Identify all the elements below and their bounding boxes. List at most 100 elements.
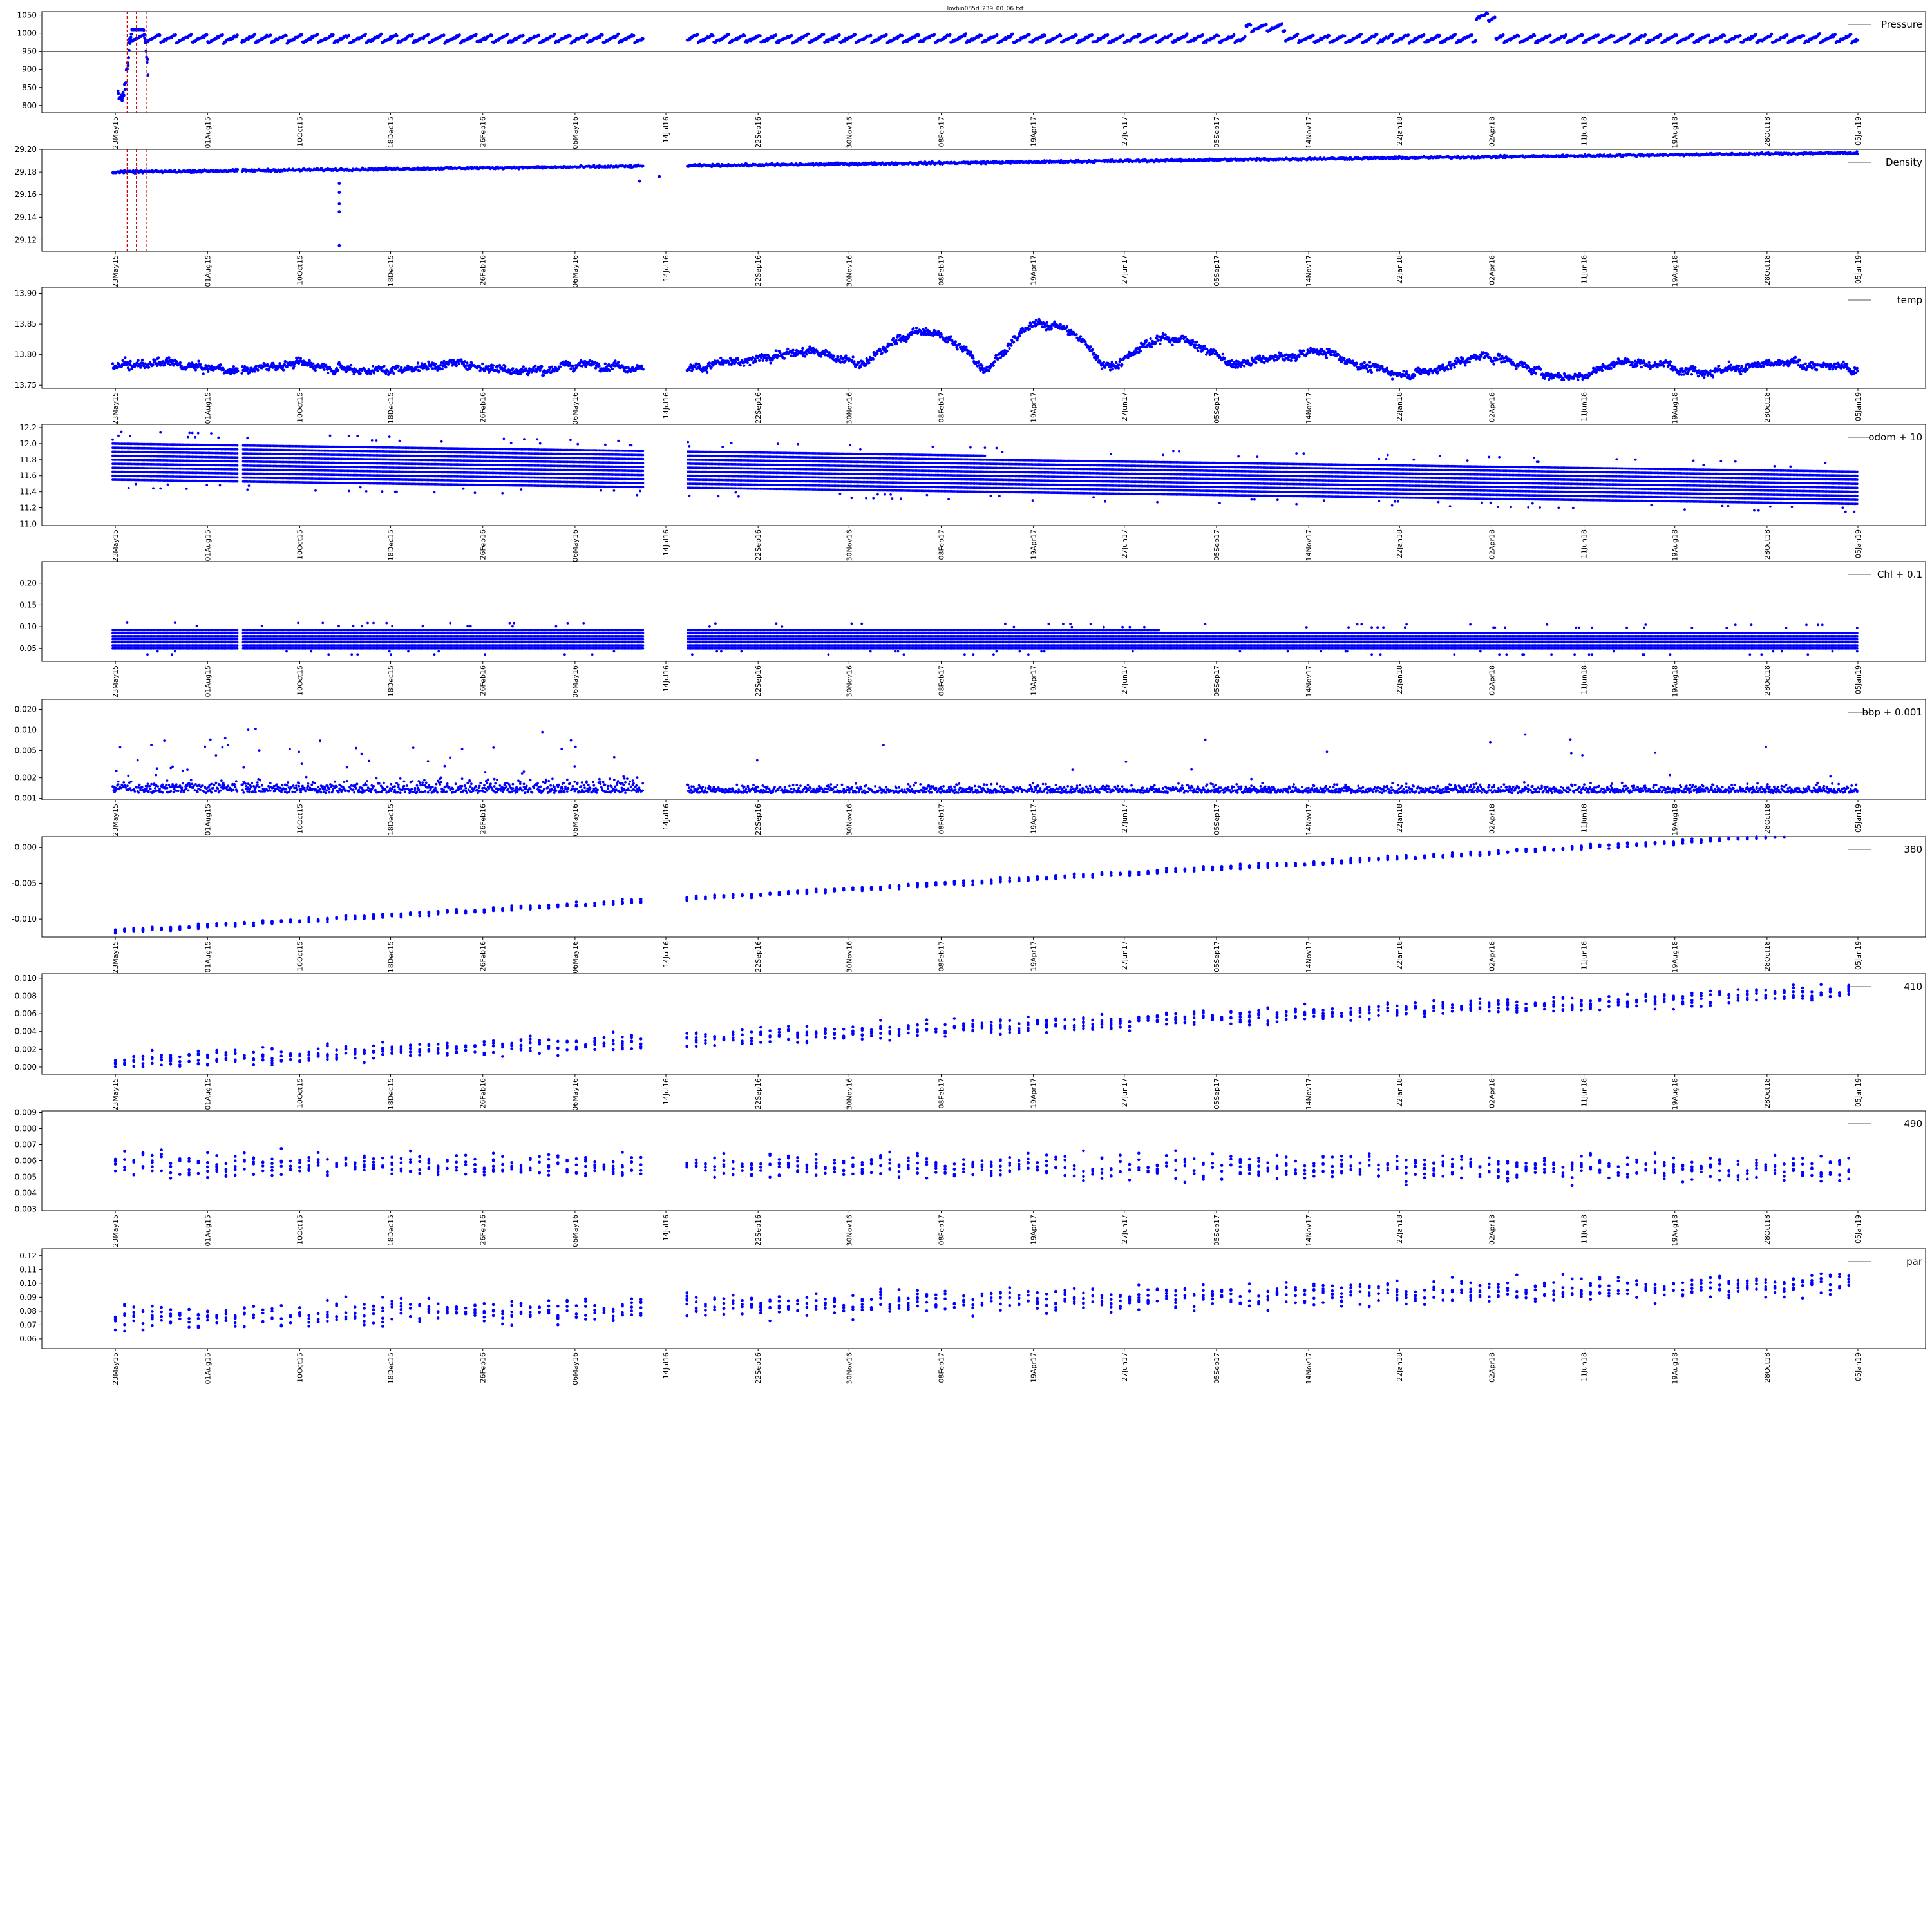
- point: [1691, 33, 1695, 37]
- point: [948, 33, 952, 37]
- point: [1343, 34, 1347, 38]
- point: [1217, 34, 1220, 38]
- point: [542, 374, 545, 377]
- panel-frame: [41, 11, 1926, 113]
- x-tick-label: 14Jul16: [662, 117, 670, 143]
- x-tick-label: 10Oct15: [296, 255, 304, 285]
- point: [711, 34, 715, 38]
- point: [1454, 33, 1457, 37]
- x-tick-label: 18Dec15: [387, 117, 395, 148]
- legend: Pressure: [1848, 19, 1922, 30]
- series-pressure: [116, 11, 1859, 102]
- point: [140, 358, 144, 362]
- x-tick-label: 18Dec15: [387, 255, 395, 287]
- point: [269, 33, 272, 37]
- point: [1659, 33, 1663, 37]
- point: [1548, 33, 1552, 37]
- point: [1833, 33, 1837, 37]
- point: [964, 32, 967, 35]
- point: [383, 365, 386, 368]
- point: [144, 37, 147, 41]
- point: [442, 33, 446, 37]
- x-tick-label: 23May15: [111, 255, 120, 288]
- point: [638, 179, 641, 183]
- y-tick-label: 13.80: [15, 350, 37, 359]
- x-tick-label: 06May16: [571, 392, 580, 425]
- point: [758, 34, 762, 38]
- figure-title: lovbio085d_239_00_06.txt: [947, 6, 1024, 12]
- point: [129, 35, 133, 39]
- legend-label: Density: [1886, 156, 1922, 168]
- point: [1406, 33, 1410, 37]
- y-tick-label: 900: [22, 65, 37, 74]
- point: [1106, 33, 1110, 37]
- point: [1580, 33, 1584, 37]
- point: [774, 33, 777, 37]
- y-tick-label: 13.90: [15, 289, 37, 298]
- point: [601, 33, 604, 37]
- point: [1754, 33, 1757, 37]
- point: [1501, 33, 1505, 37]
- point: [194, 368, 198, 372]
- point: [1264, 23, 1268, 26]
- point: [205, 33, 209, 37]
- point: [253, 32, 257, 36]
- point: [558, 365, 562, 368]
- point: [347, 33, 351, 37]
- point: [151, 363, 155, 366]
- point: [1785, 33, 1789, 37]
- point: [540, 365, 544, 368]
- point: [1391, 32, 1394, 36]
- x-tick-label: 28Oct18: [1763, 117, 1772, 147]
- x-tick-label: 19Aug18: [1671, 392, 1680, 424]
- series-temp: [111, 317, 1859, 381]
- point: [359, 372, 362, 375]
- point: [455, 364, 458, 368]
- point: [466, 361, 469, 365]
- point: [400, 366, 403, 369]
- x-tick-label: 14Jul16: [662, 255, 670, 281]
- point: [498, 363, 502, 367]
- point: [337, 191, 341, 194]
- x-tick-label: 11Jun18: [1580, 392, 1589, 421]
- legend: temp: [1848, 294, 1922, 306]
- point: [426, 33, 430, 37]
- point: [1090, 33, 1094, 37]
- point: [236, 369, 240, 373]
- point: [743, 34, 746, 37]
- x-tick-label: 22Sep16: [754, 117, 762, 148]
- point: [995, 33, 999, 37]
- point: [155, 364, 159, 367]
- point: [1517, 34, 1520, 38]
- legend: Density: [1848, 156, 1922, 168]
- point: [521, 33, 525, 37]
- point: [1855, 39, 1859, 42]
- point: [379, 32, 383, 36]
- x-tick-label: 22Jan18: [1396, 117, 1404, 146]
- point: [1675, 33, 1678, 37]
- point: [1802, 34, 1806, 37]
- x-tick-label: 18Dec15: [387, 392, 395, 424]
- point: [207, 370, 210, 373]
- point: [616, 32, 620, 36]
- x-tick-label: 19Apr17: [1030, 255, 1038, 285]
- point: [474, 33, 478, 36]
- point: [504, 365, 507, 368]
- point: [1707, 33, 1710, 37]
- point: [511, 367, 515, 370]
- point: [1470, 33, 1473, 37]
- y-tick-label: 950: [22, 47, 37, 56]
- point: [349, 363, 353, 367]
- x-tick-label: 05Sep17: [1213, 392, 1221, 424]
- point: [522, 365, 525, 368]
- point: [1817, 32, 1821, 35]
- y-tick-label: 29.18: [15, 167, 37, 176]
- y-tick-label: 29.14: [15, 213, 37, 222]
- point: [1856, 152, 1859, 156]
- point: [417, 369, 421, 372]
- x-tick-label: 01Aug15: [204, 117, 212, 148]
